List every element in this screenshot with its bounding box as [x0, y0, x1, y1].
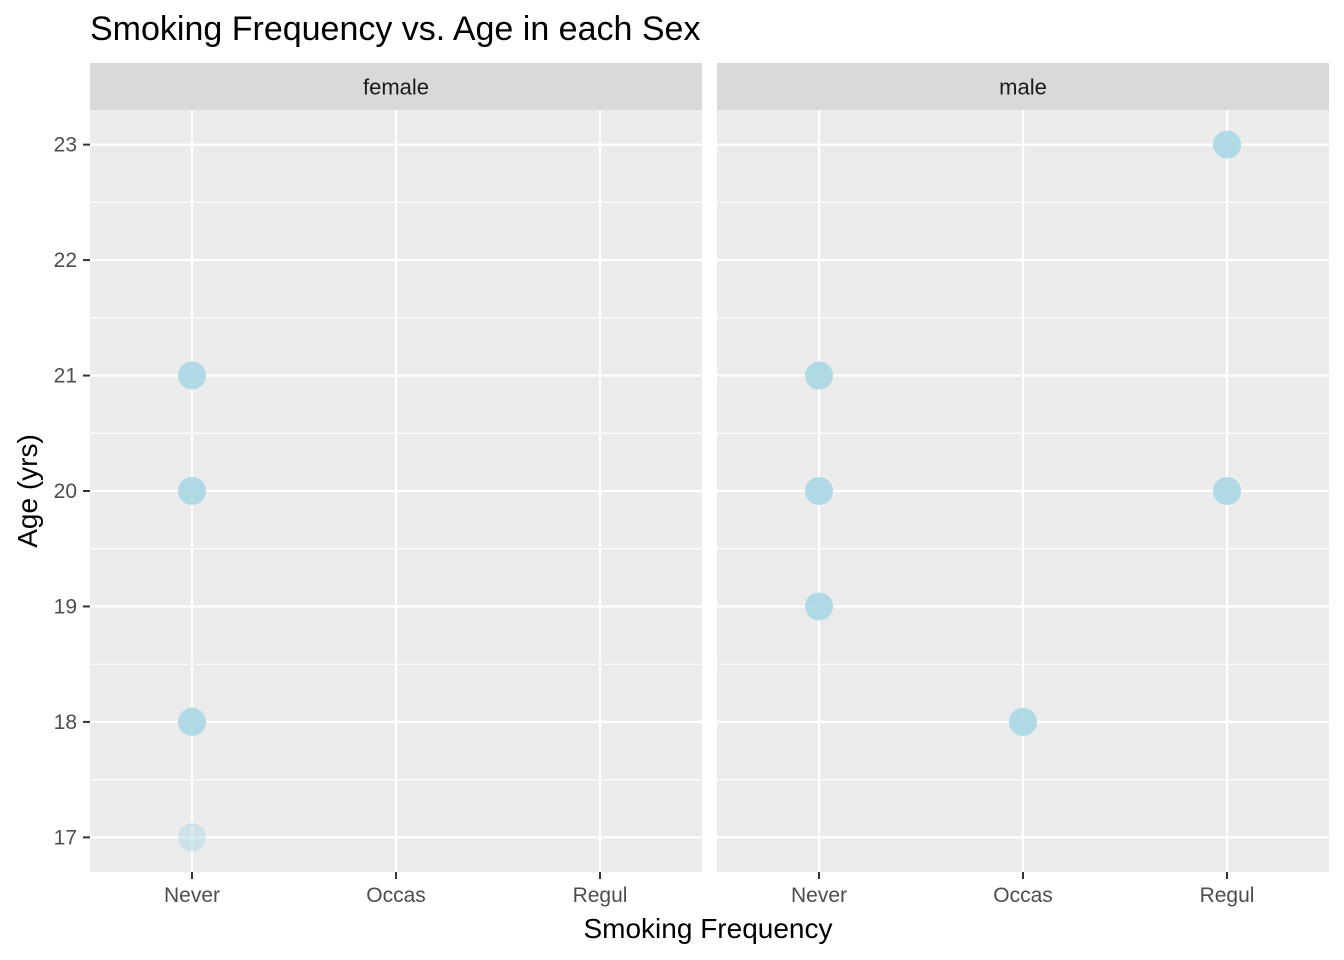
y-tick-label: 20: [54, 480, 77, 503]
facet-strip: [717, 63, 1329, 110]
x-tick-label: Never: [164, 884, 220, 907]
facet-panels: female Never Occas Regul male Never Occas Regul: [90, 63, 1329, 907]
x-tick-label: Never: [791, 884, 847, 907]
facet-strip-label: male: [999, 75, 1047, 100]
y-tick-label: 17: [54, 826, 77, 849]
facet-panel-male: male Never Occas Regul: [717, 63, 1329, 907]
data-point: [178, 361, 206, 390]
facet-panel-female: female Never Occas Regul: [90, 63, 702, 907]
x-tick-label: Regul: [573, 884, 628, 907]
chart-title: Smoking Frequency vs. Age in each Sex: [90, 10, 700, 48]
data-point: [805, 477, 833, 505]
data-point: [178, 707, 206, 736]
facet-strip-label: female: [363, 75, 429, 100]
y-axis-title: Age (yrs): [12, 434, 43, 548]
data-point: [805, 592, 833, 621]
y-tick-label: 22: [54, 249, 77, 272]
y-tick-label: 21: [54, 365, 77, 388]
x-tick-label: Occas: [993, 884, 1053, 907]
data-point: [178, 477, 206, 505]
data-point: [1213, 130, 1241, 159]
x-axis-title: Smoking Frequency: [583, 913, 832, 944]
data-point: [1009, 707, 1037, 736]
x-tick-label: Occas: [366, 884, 426, 907]
data-point: [1213, 477, 1241, 505]
data-point: [805, 361, 833, 390]
x-tick-label: Regul: [1200, 884, 1255, 907]
y-tick-label: 23: [54, 134, 77, 157]
facet-strip: [90, 63, 702, 110]
y-tick-label: 19: [54, 595, 77, 618]
y-axis: 17 18 19 20 21 22 23: [54, 134, 90, 849]
data-point: [178, 823, 206, 852]
y-tick-label: 18: [54, 711, 77, 734]
